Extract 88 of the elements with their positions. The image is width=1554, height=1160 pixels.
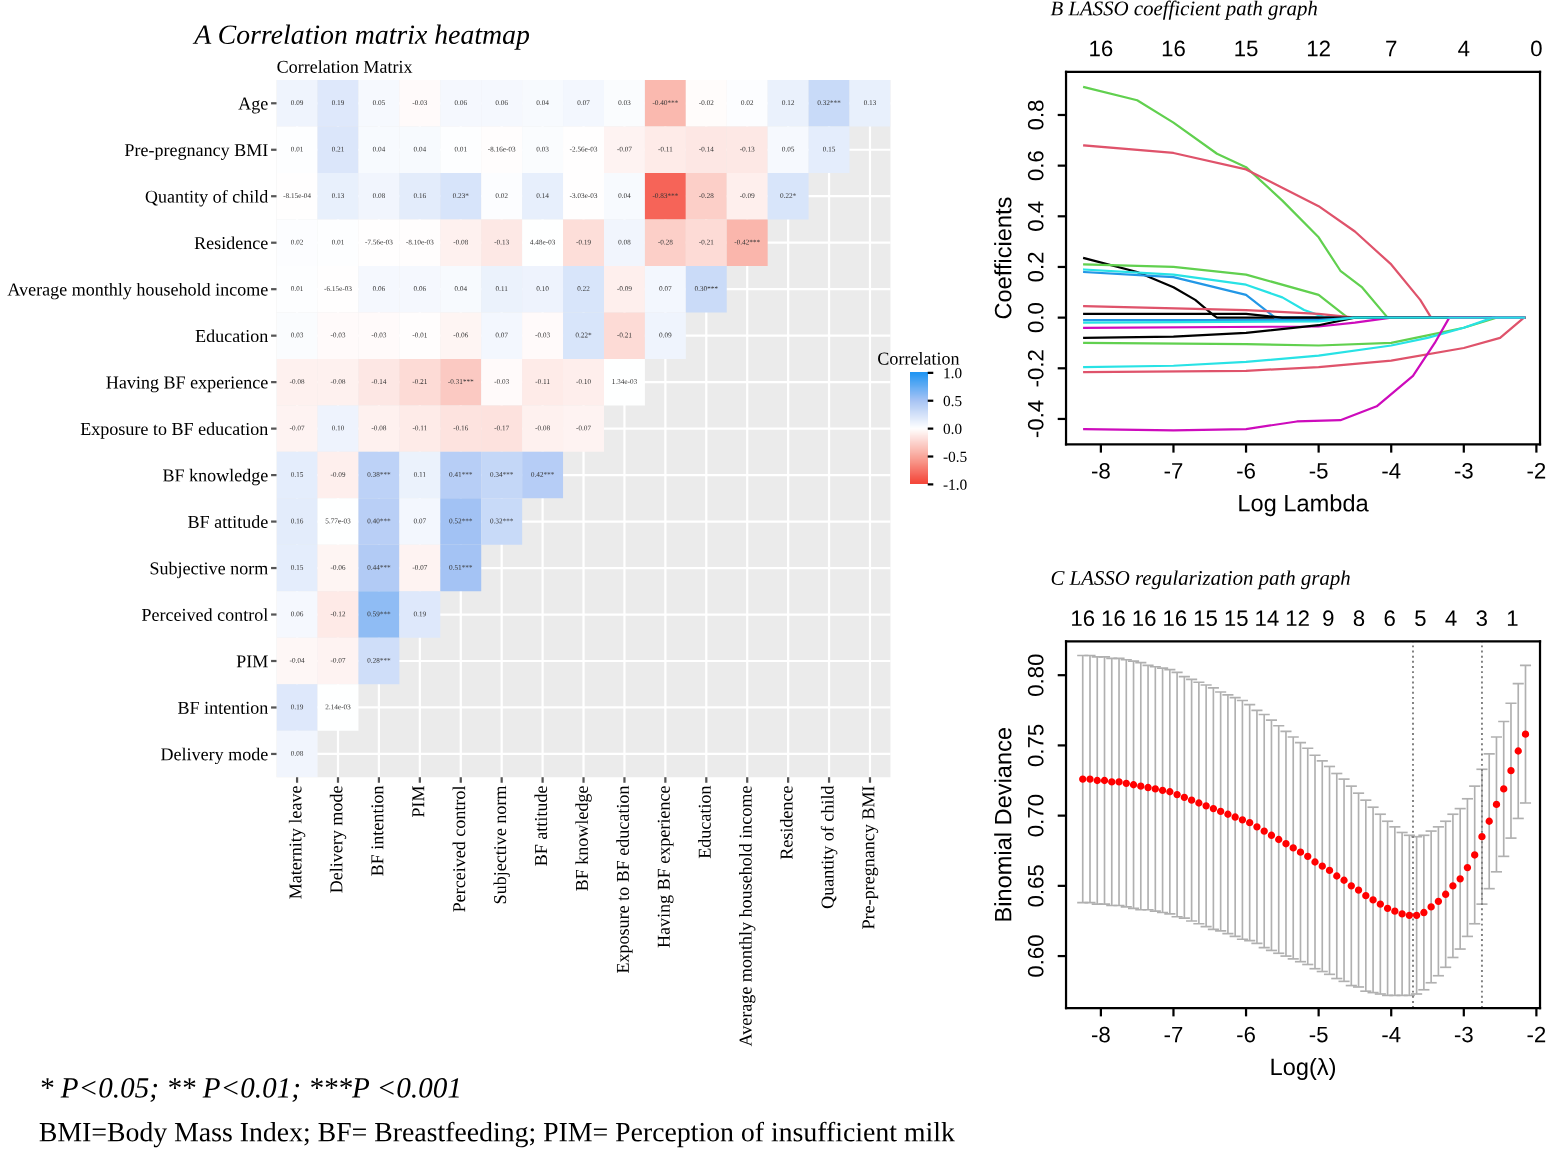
x-tick-label: Exposure to BF education — [616, 785, 633, 974]
x-tick-label: -2 — [1527, 462, 1546, 479]
y-tick-label: Education — [195, 329, 268, 343]
x-tick-label: Maternity leave — [288, 786, 306, 899]
text: 12 — [1307, 40, 1330, 57]
x-tick-label: -3 — [1454, 462, 1473, 479]
text: 1 — [1507, 610, 1518, 626]
y-tick-label: Exposure to BF education — [80, 422, 268, 439]
x-tick-label: PIM — [412, 786, 425, 818]
y-tick-label: Delivery mode — [161, 747, 268, 765]
x-tick-label: -6 — [1237, 1026, 1255, 1043]
x-tick-label: BF knowledge — [575, 786, 592, 891]
y-tick-label: PIM — [236, 655, 268, 668]
text: 3 — [1476, 610, 1487, 627]
x-axis-title: Log Lambda — [1239, 494, 1369, 517]
x-tick-label: -4 — [1382, 1026, 1401, 1043]
y-tick-label: BF intention — [178, 701, 269, 714]
x-tick-label: Quantity of child — [820, 785, 838, 909]
y-tick-label: 0.75 — [1027, 724, 1044, 767]
x-tick-label: Perceived control — [452, 785, 466, 912]
text: 7 — [1386, 40, 1397, 57]
text: 16 — [1090, 40, 1113, 57]
x-tick-label: -5 — [1309, 463, 1328, 479]
x-tick-label: -6 — [1237, 462, 1255, 479]
text: 0 — [1531, 40, 1542, 57]
text: 16 — [1133, 610, 1156, 627]
x-tick-label: -7 — [1164, 1026, 1183, 1043]
y-axis-title: Coefficients — [994, 197, 1012, 319]
y-tick-label: 0.80 — [1027, 654, 1044, 696]
color-bar-title: Correlation — [878, 351, 960, 365]
text: 16 — [1072, 610, 1095, 627]
y-tick-label: Age — [238, 97, 268, 114]
x-tick-label: BF intention — [371, 785, 384, 876]
text: 6 — [1384, 610, 1395, 627]
x-tick-label: Having BF experience — [657, 786, 674, 948]
text: 4 — [1458, 40, 1470, 57]
y-tick-label: BF attitude — [188, 515, 268, 529]
chart-title: C LASSO regularization path graph — [1051, 570, 1350, 590]
x-tick-label: -8 — [1091, 462, 1110, 479]
y-tick-label: 0.6 — [1027, 151, 1044, 181]
text: 4 — [1445, 610, 1457, 626]
text: 15 — [1235, 40, 1258, 57]
y-tick-label: 0.65 — [1027, 865, 1044, 907]
y-axis-title: Binomial Deviance — [994, 728, 1012, 921]
x-tick-label: Subjective norm — [493, 785, 510, 904]
y-tick-label: Residence — [194, 236, 268, 250]
chart-title: B LASSO coefficient path graph — [1050, 0, 1317, 20]
text: 8 — [1353, 610, 1365, 627]
x-tick-label: -5 — [1309, 1026, 1328, 1043]
y-tick-label: 0.2 — [1027, 252, 1044, 282]
x-tick-label: Delivery mode — [329, 786, 347, 893]
x-tick-label: -8 — [1091, 1026, 1110, 1043]
x-tick-label: -2 — [1527, 1026, 1546, 1043]
text: 5 — [1415, 610, 1426, 627]
text: BMI=Body Mass Index; BF= Breastfeeding; PIM= Perception of insufficient milk — [39, 1121, 955, 1148]
y-tick-label: Having BF experience — [106, 376, 268, 393]
y-tick-label: Average monthly household income — [7, 282, 268, 300]
x-tick-label: -3 — [1454, 1026, 1473, 1043]
text: 14 — [1256, 610, 1279, 626]
text: 16 — [1162, 40, 1185, 57]
x-tick-label: BF attitude — [534, 786, 548, 866]
chart-title: A Correlation matrix heatmap — [192, 24, 530, 50]
text: 12 — [1286, 610, 1309, 626]
text: 15 — [1225, 610, 1248, 627]
y-tick-label: 0.8 — [1027, 100, 1044, 130]
text: 16 — [1164, 610, 1187, 627]
x-tick-label: Pre-pregnancy BMI — [862, 786, 879, 929]
chart-subtitle: Correlation Matrix — [277, 60, 413, 73]
y-tick-label: 0.0 — [1027, 303, 1044, 333]
text: 16 — [1102, 610, 1125, 627]
y-tick-label: 0.4 — [1027, 201, 1044, 231]
text: 9 — [1323, 610, 1334, 627]
x-tick-label: -4 — [1382, 463, 1401, 479]
y-tick-label: -0.2 — [1027, 350, 1044, 387]
y-tick-label: Pre-pregnancy BMI — [124, 144, 268, 160]
y-tick-label: Perceived control — [141, 608, 268, 621]
y-tick-label: -0.4 — [1027, 400, 1044, 438]
x-tick-label: -7 — [1164, 463, 1183, 479]
y-tick-label: Subjective norm — [150, 561, 268, 579]
y-tick-label: 0.70 — [1027, 794, 1044, 837]
x-tick-label: Education — [698, 785, 711, 859]
x-tick-label: Residence — [779, 786, 793, 860]
x-axis-title: Log(λ) — [1271, 1057, 1336, 1080]
text: 15 — [1194, 610, 1217, 627]
x-tick-label: Average monthly household income — [739, 786, 756, 1047]
y-tick-label: 0.60 — [1027, 935, 1044, 977]
y-tick-label: Quantity of child — [145, 189, 269, 207]
text: * P<0.05; ** P<0.01; ***P <0.001 — [41, 1078, 459, 1102]
